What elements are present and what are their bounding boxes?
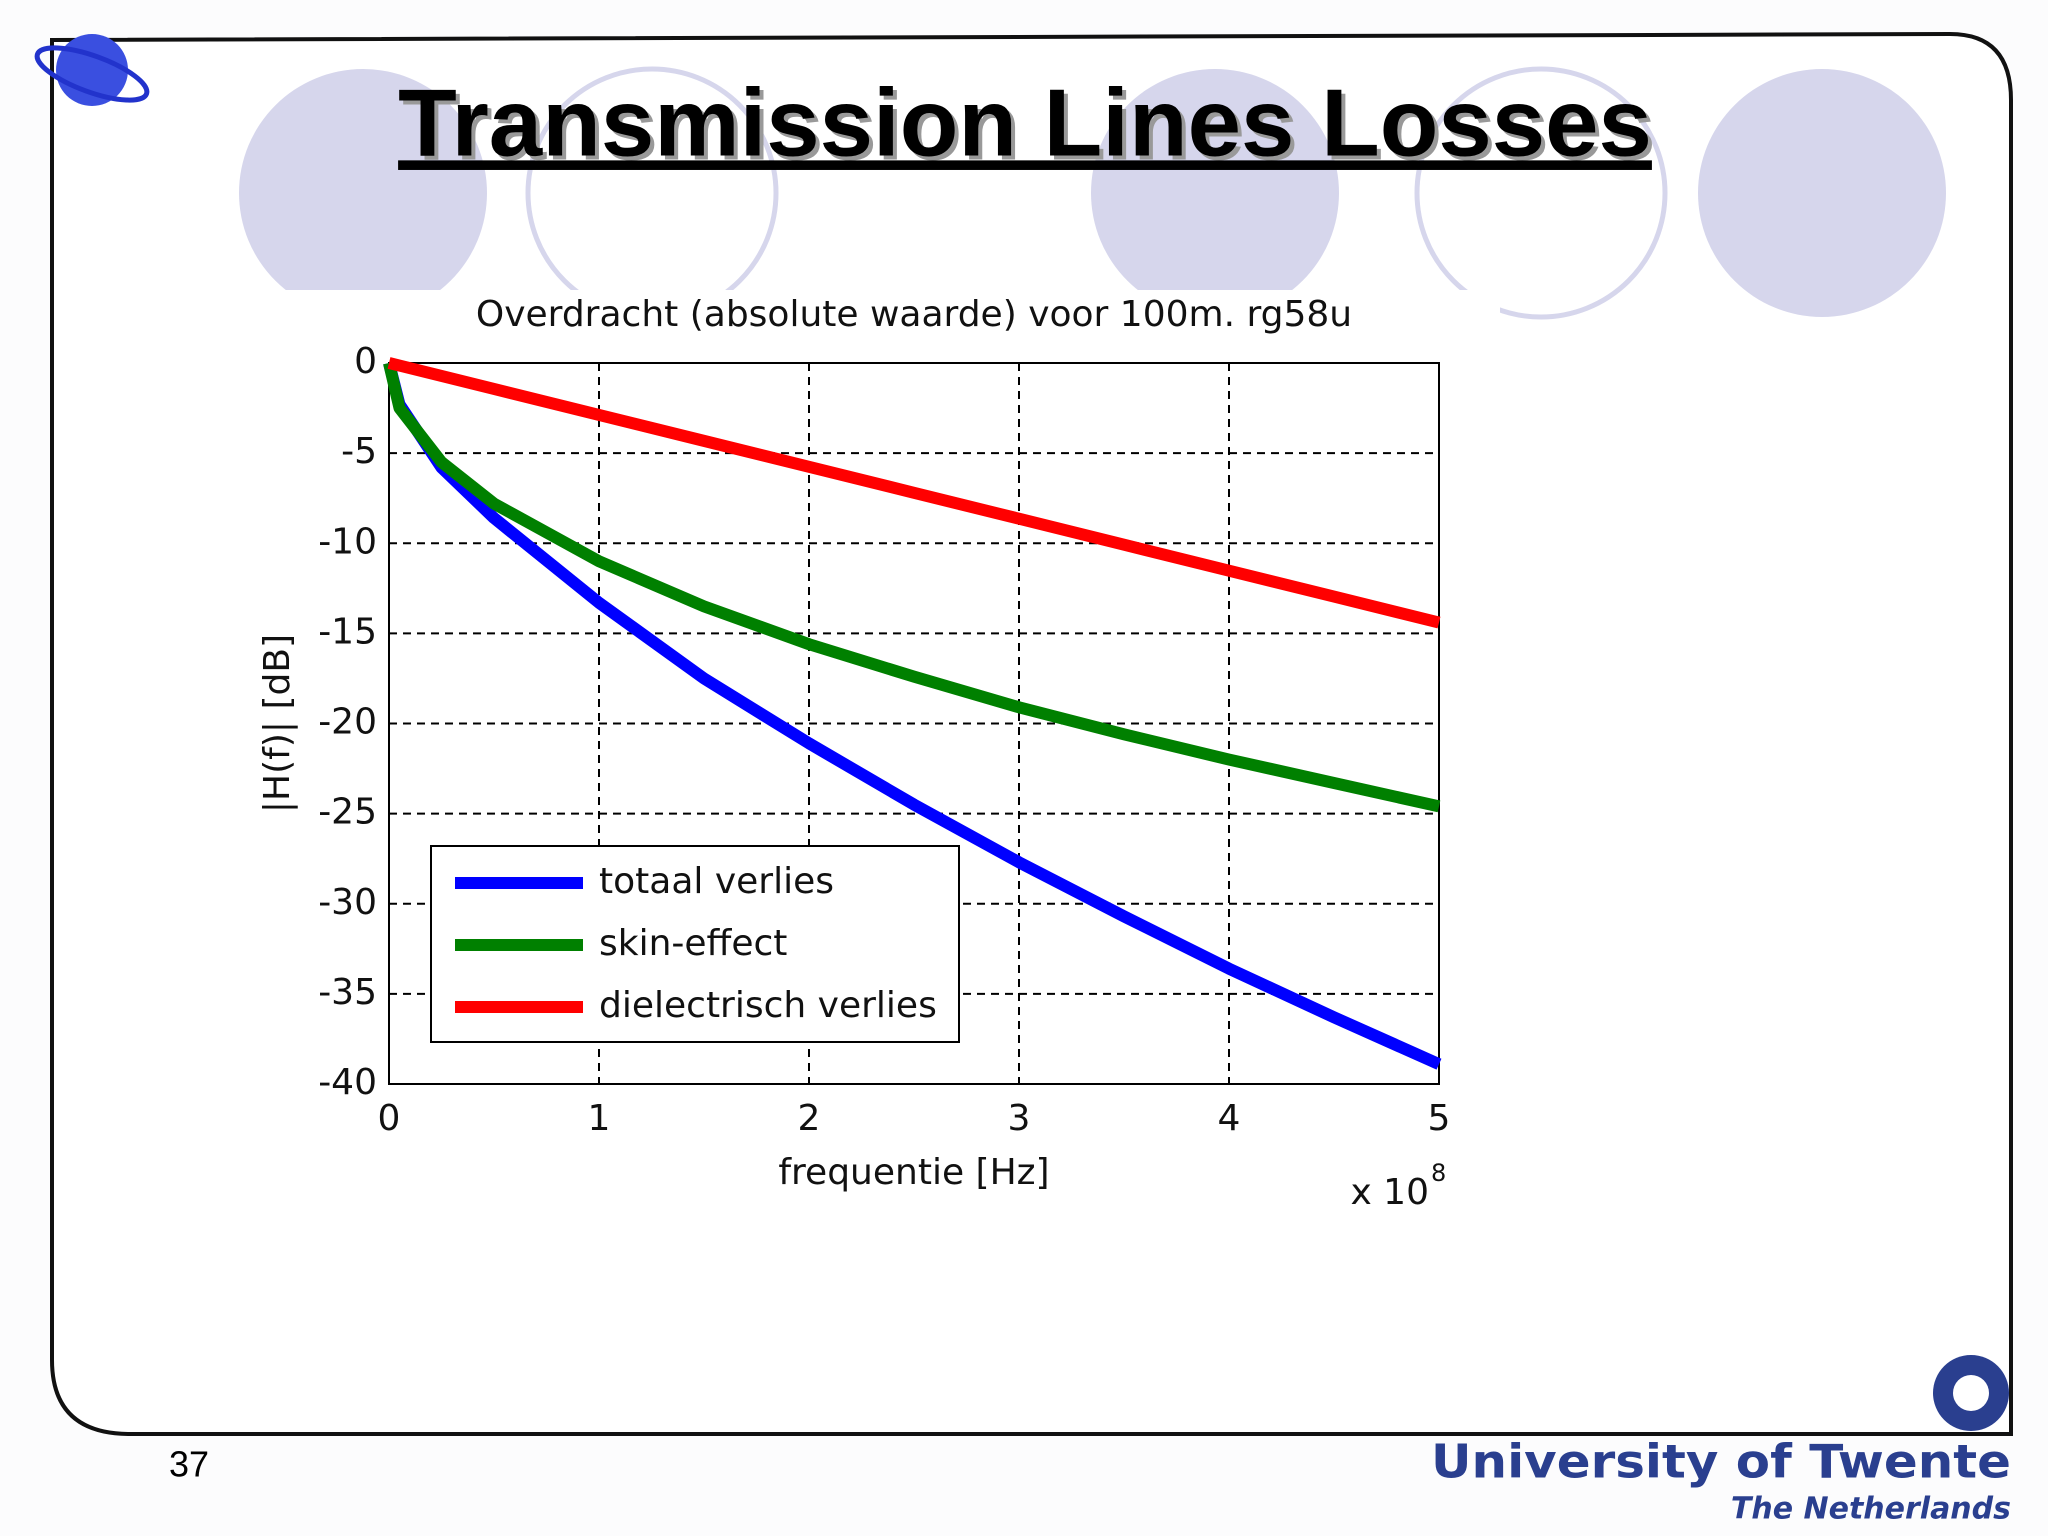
x-tick-label: 5 (1428, 1098, 1451, 1139)
x-multiplier: x 10 (1350, 1172, 1429, 1213)
y-tick-label: -40 (318, 1062, 377, 1103)
page-number: 37 (169, 1444, 209, 1485)
university-name: University of Twente (1431, 1435, 2011, 1489)
y-axis-label: |H(f)| [dB] (257, 634, 298, 813)
x-tick-label: 0 (378, 1098, 401, 1139)
orbit (34, 45, 150, 103)
decor-circles (239, 66, 1946, 320)
ut-logo (1933, 1355, 2009, 1431)
series-line (383, 361, 1441, 813)
slide-title: Transmission Lines Losses (398, 69, 1652, 176)
series-line (387, 357, 1441, 629)
y-tick-label: -5 (341, 431, 377, 472)
country: The Netherlands (1731, 1492, 2011, 1527)
legend-label: dielectrisch verlies (599, 985, 937, 1026)
y-tick-label: -20 (318, 702, 377, 743)
y-tick-label: -15 (318, 611, 377, 652)
x-tick-label: 2 (798, 1098, 821, 1139)
circle (239, 69, 487, 317)
legend: totaal verlies skin-effect dielectrisch ve… (430, 845, 960, 1043)
x-tick-label: 1 (588, 1098, 611, 1139)
y-tick-label: -10 (318, 521, 377, 562)
plot-frame (388, 362, 1440, 1085)
circle (1414, 66, 1668, 320)
x-tick-label: 3 (1008, 1098, 1031, 1139)
legend-label: skin-effect (599, 923, 787, 964)
circle (1091, 69, 1339, 317)
chart: Overdracht (absolute waarde) voor 100m. … (257, 294, 1450, 1213)
y-tick-label: -35 (318, 972, 377, 1013)
x-multiplier-exponent: 8 (1431, 1159, 1446, 1187)
x-tick-label: 4 (1218, 1098, 1241, 1139)
title-shadow: Transmission Lines Losses (402, 73, 1656, 180)
circle (1698, 69, 1946, 317)
globe-logo (34, 34, 150, 106)
y-tick-label: -25 (318, 792, 377, 833)
y-tick-label: -30 (318, 882, 377, 923)
x-axis-label: frequentie [Hz] (778, 1152, 1049, 1193)
legend-label: totaal verlies (599, 861, 834, 902)
y-tick-label: 0 (354, 341, 377, 382)
logo-mark (1953, 1375, 1989, 1411)
chart-title: Overdracht (absolute waarde) voor 100m. … (476, 294, 1352, 335)
